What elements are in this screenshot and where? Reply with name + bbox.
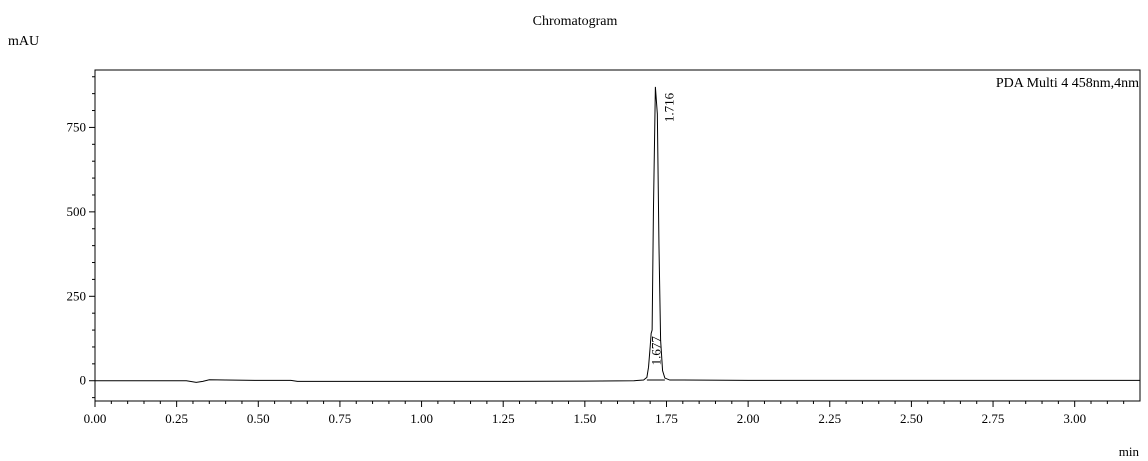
x-tick-label: 2.00 <box>737 411 760 426</box>
peak-label: 1.716 <box>661 92 676 122</box>
x-tick-label: 2.25 <box>818 411 841 426</box>
plot-frame <box>94 69 1141 402</box>
series-group <box>95 86 1140 383</box>
x-tick-label: 2.50 <box>900 411 923 426</box>
x-tick-label: 1.00 <box>410 411 433 426</box>
y-axis-label: mAU <box>8 34 39 49</box>
x-tick-label: 2.75 <box>982 411 1005 426</box>
x-tick-label: 1.75 <box>655 411 678 426</box>
y-tick-label: 750 <box>67 119 87 134</box>
x-tick-label: 3.00 <box>1063 411 1086 426</box>
x-tick-label: 0.25 <box>165 411 188 426</box>
x-tick-label: 0.75 <box>329 411 352 426</box>
x-axis-label: min <box>1119 444 1140 459</box>
x-tick-label: 0.50 <box>247 411 270 426</box>
y-tick-label: 0 <box>80 373 87 388</box>
series-line <box>95 86 1140 383</box>
legend-entry: PDA Multi 4 458nm,4nm <box>996 76 1139 91</box>
x-tick-label: 1.50 <box>573 411 596 426</box>
y-axis: 0 250 500 750 <box>67 76 95 399</box>
peak-label: 1.677 <box>649 336 664 366</box>
y-tick-label: 500 <box>67 204 87 219</box>
x-tick-label: 0.00 <box>84 411 107 426</box>
x-tick-label: 1.25 <box>492 411 515 426</box>
y-tick-label: 250 <box>67 288 87 303</box>
peak-annotations: 1.716 1.677 <box>649 92 677 365</box>
chart-title: Chromatogram <box>533 14 618 29</box>
x-axis: 0.00 0.25 0.50 0.75 1.00 1.25 1.50 1.75 2.00 2.25… <box>84 401 1125 426</box>
